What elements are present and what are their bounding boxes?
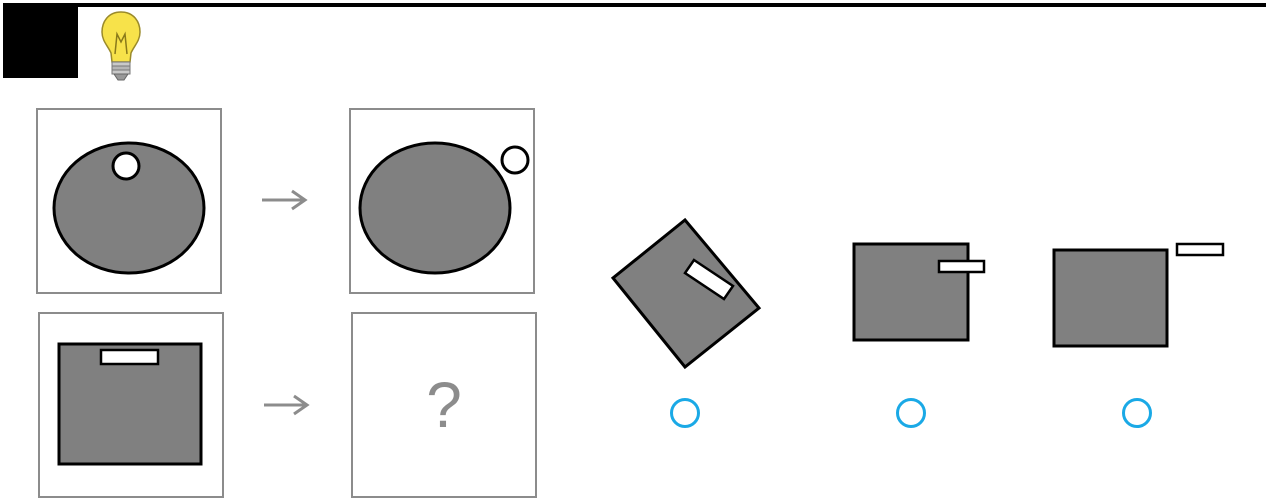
example-result-card (349, 108, 535, 294)
option-1-figure[interactable] (605, 215, 765, 375)
white-bar (1175, 242, 1225, 257)
option-3-radio[interactable] (1122, 398, 1152, 428)
white-circle (500, 145, 530, 175)
question-source-card (38, 312, 224, 498)
white-circle (111, 151, 141, 181)
white-bar (99, 348, 160, 366)
option-3-figure[interactable] (1050, 240, 1230, 350)
white-bar (937, 259, 986, 274)
option-1-radio[interactable] (670, 398, 700, 428)
option-2-figure[interactable] (850, 240, 990, 345)
question-mark: ? (426, 369, 462, 441)
header-rule (78, 3, 1266, 7)
white-bar (683, 258, 735, 301)
lightbulb-icon[interactable] (96, 8, 146, 84)
option-2-radio[interactable] (896, 398, 926, 428)
answer-slot-card: ? (351, 312, 537, 498)
example-source-card (36, 108, 222, 294)
gray-ellipse (52, 141, 206, 275)
header-block (3, 3, 78, 78)
arrow-right-icon (262, 393, 312, 422)
gray-ellipse (358, 141, 512, 275)
arrow-right-icon (260, 188, 310, 217)
